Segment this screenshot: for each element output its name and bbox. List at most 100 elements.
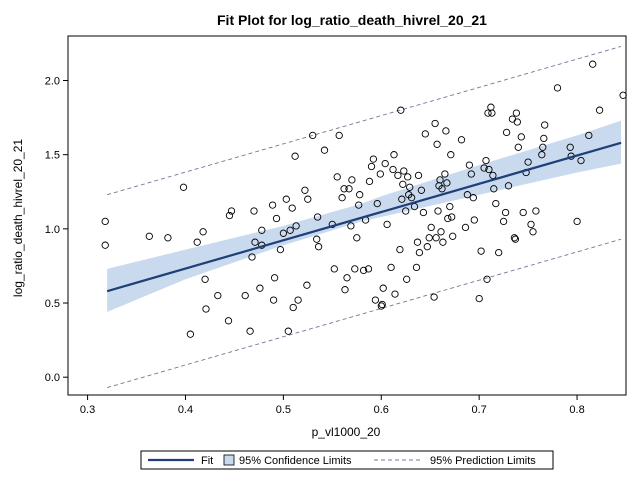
data-point (470, 216, 478, 224)
data-point (269, 296, 278, 304)
data-point (396, 245, 404, 254)
x-tick-label: 0.3 (80, 404, 95, 416)
data-point (407, 194, 416, 202)
data-point (402, 207, 410, 215)
data-point (540, 134, 548, 143)
data-point (432, 234, 440, 242)
data-point (355, 201, 363, 209)
x-tick-label: 0.6 (374, 404, 389, 416)
data-point (442, 127, 450, 135)
data-point (438, 185, 446, 193)
y-axis-label: log_ratio_death_hivrel_20_21 (11, 139, 25, 297)
data-point (186, 330, 195, 338)
data-point (286, 226, 294, 234)
data-point (513, 118, 521, 126)
data-point (425, 234, 433, 242)
data-point (483, 275, 491, 283)
data-point (595, 106, 604, 114)
data-point (101, 241, 109, 249)
data-point (378, 300, 386, 309)
data-point (314, 243, 323, 251)
data-point (248, 253, 256, 261)
data-point (467, 170, 475, 178)
data-point (573, 217, 581, 226)
data-point (270, 274, 279, 282)
data-point (309, 131, 317, 140)
data-point (430, 293, 438, 301)
data-point (373, 199, 381, 208)
data-point (330, 265, 338, 273)
legend-label-fit: Fit (201, 455, 213, 467)
data-point (484, 109, 492, 117)
data-point (268, 201, 277, 209)
data-point (413, 238, 422, 246)
data-point (250, 207, 258, 215)
data-point (201, 275, 209, 283)
data-point (193, 238, 201, 246)
data-point (457, 136, 466, 144)
data-point (504, 182, 513, 190)
data-point (369, 155, 378, 163)
data-point (279, 229, 288, 237)
data-point (335, 131, 343, 140)
x-tick-label: 0.5 (276, 404, 291, 416)
data-point (412, 263, 421, 272)
data-point (485, 165, 493, 174)
data-point (214, 291, 222, 300)
data-point (348, 176, 356, 184)
data-point (421, 130, 429, 138)
data-point (403, 275, 411, 283)
data-point (524, 158, 532, 166)
data-point (258, 226, 266, 234)
data-point (338, 194, 346, 202)
plot-area (101, 45, 627, 389)
data-point (448, 213, 456, 221)
data-point (320, 146, 329, 154)
legend-label-confidence: 95% Confidence Limits (239, 455, 352, 467)
data-point (404, 173, 412, 181)
data-point (465, 161, 474, 169)
data-point (439, 238, 447, 246)
data-point (437, 228, 445, 236)
data-point (343, 274, 351, 282)
data-point (377, 302, 385, 310)
data-point (585, 131, 593, 140)
data-point (502, 128, 511, 137)
data-point (514, 143, 522, 151)
plot-frame (67, 35, 627, 396)
y-tick-label: 0.0 (45, 372, 60, 384)
data-point (356, 191, 364, 199)
data-point (351, 265, 359, 273)
prediction-limit-upper (107, 45, 622, 196)
data-point (417, 186, 426, 194)
data-point (256, 284, 264, 292)
data-point (347, 222, 355, 230)
data-point (427, 223, 435, 232)
data-point (423, 243, 431, 251)
legend: Fit 95% Confidence Limits 95% Prediction L… (140, 450, 554, 470)
data-point (292, 222, 300, 230)
data-point (272, 214, 281, 223)
data-point (415, 248, 424, 257)
data-point (477, 247, 485, 255)
data-point (383, 220, 391, 229)
data-point (284, 327, 292, 335)
data-point (511, 235, 520, 243)
data-point (489, 171, 497, 180)
data-point (313, 235, 321, 243)
data-point (490, 185, 498, 193)
data-point (365, 177, 374, 186)
data-point (145, 232, 153, 240)
legend-box (140, 450, 554, 470)
data-point (251, 238, 259, 246)
y-tick-label: 2.0 (45, 76, 60, 88)
data-point (566, 143, 574, 151)
data-point (313, 213, 322, 221)
data-point (376, 170, 384, 178)
data-point (532, 207, 540, 215)
data-point (371, 296, 380, 304)
data-point (419, 208, 428, 217)
data-point (291, 152, 299, 160)
data-point (433, 140, 441, 148)
